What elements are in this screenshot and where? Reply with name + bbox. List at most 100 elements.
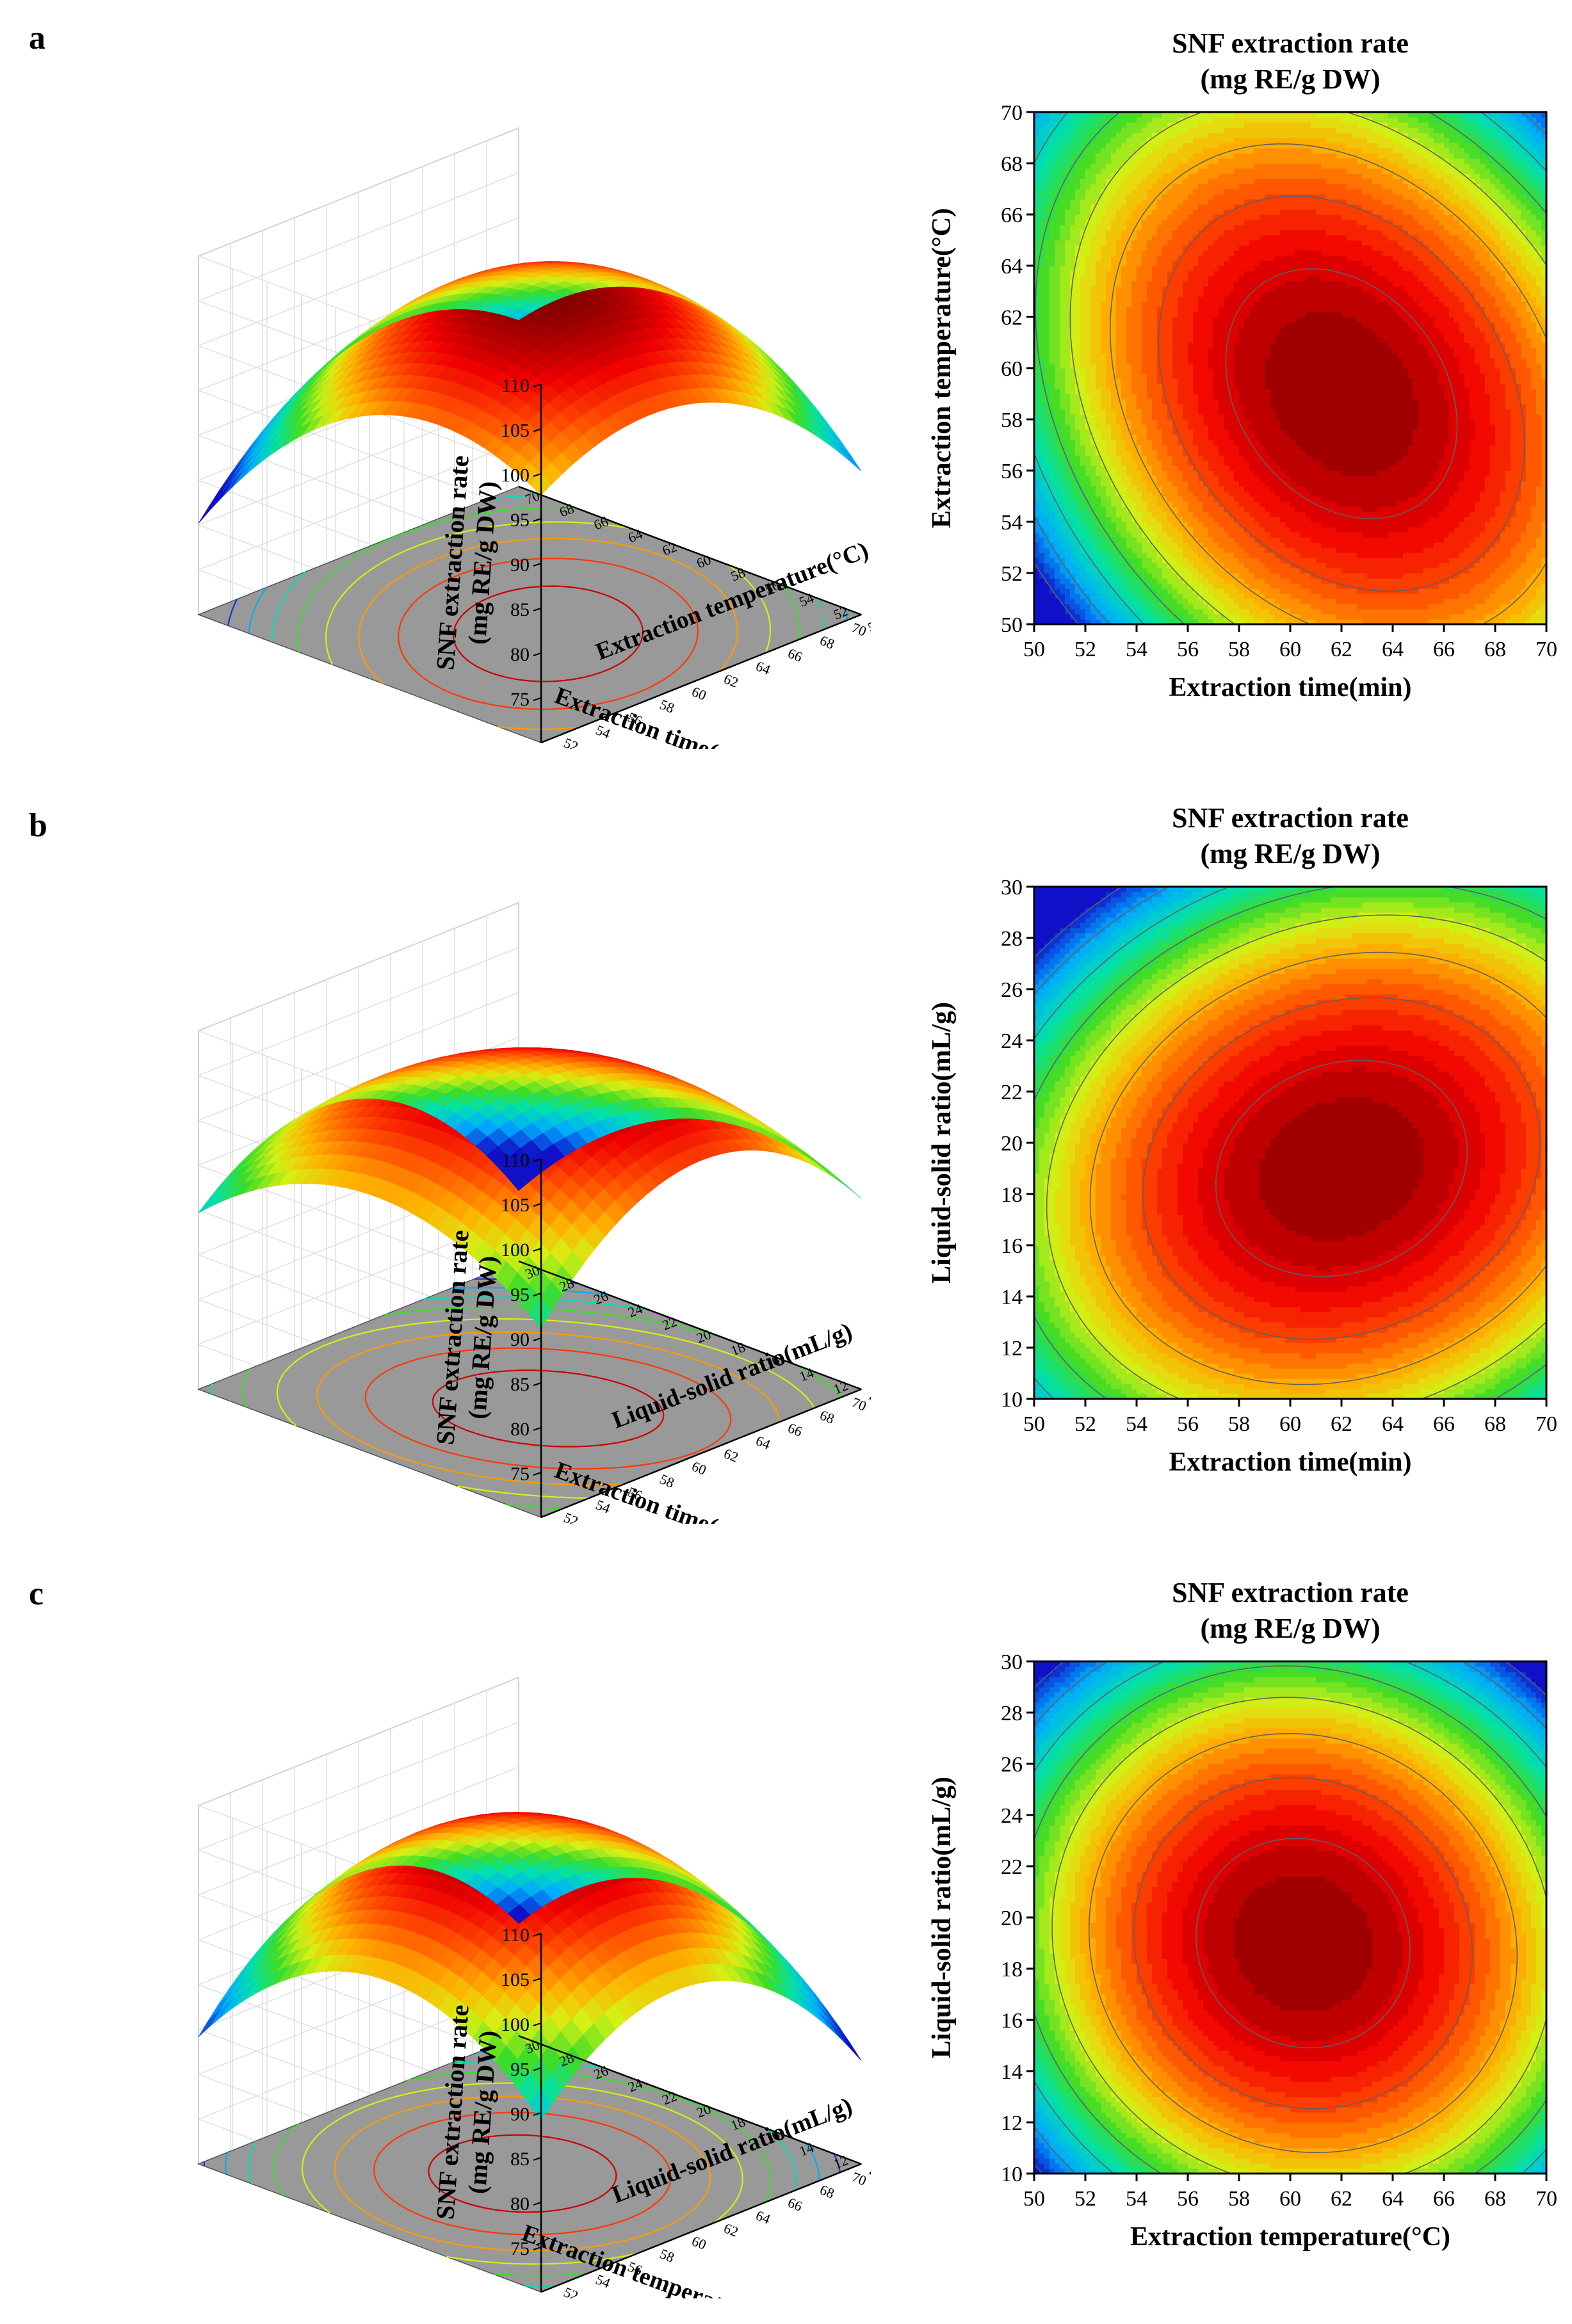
heatmap-cell bbox=[1229, 168, 1235, 174]
heatmap-cell bbox=[1234, 378, 1240, 384]
heatmap-cell bbox=[1167, 209, 1173, 215]
heatmap-cell bbox=[1126, 527, 1132, 533]
heatmap-cell bbox=[1229, 435, 1235, 440]
heatmap-cell bbox=[1183, 496, 1188, 502]
heatmap-cell bbox=[1085, 312, 1091, 318]
heatmap-cell bbox=[1070, 138, 1076, 143]
heatmap-cell bbox=[1198, 419, 1204, 425]
heatmap-cell bbox=[1162, 430, 1168, 435]
heatmap-cell bbox=[1049, 343, 1055, 348]
heatmap-cell bbox=[1162, 440, 1168, 446]
heatmap-cell bbox=[1065, 296, 1071, 302]
heatmap-cell bbox=[1049, 317, 1055, 323]
heatmap-cell bbox=[1101, 512, 1106, 517]
heatmap-cell bbox=[1219, 127, 1224, 133]
heatmap-cell bbox=[1229, 599, 1235, 604]
heatmap-cell bbox=[1137, 588, 1142, 594]
heatmap-cell bbox=[1203, 368, 1209, 374]
heatmap-cell bbox=[1198, 599, 1204, 604]
heatmap-cell bbox=[1137, 343, 1142, 348]
heatmap-cell bbox=[1183, 343, 1188, 348]
heatmap-cell bbox=[1142, 553, 1147, 558]
heatmap-cell bbox=[1075, 547, 1081, 553]
heatmap-cell bbox=[1203, 522, 1209, 528]
heatmap-cell bbox=[1080, 558, 1086, 563]
heatmap-cell bbox=[1219, 240, 1224, 246]
heatmap-cell bbox=[1049, 322, 1055, 328]
heatmap-cell bbox=[1111, 194, 1117, 200]
heatmap-cell bbox=[1101, 542, 1106, 548]
heatmap-cell bbox=[1039, 512, 1045, 517]
heatmap-cell bbox=[1111, 214, 1117, 220]
heatmap-cell bbox=[1213, 199, 1219, 205]
heatmap-cell bbox=[1229, 214, 1235, 220]
heatmap-cell bbox=[1096, 348, 1101, 353]
heatmap-cell bbox=[1229, 358, 1235, 364]
heatmap-cell bbox=[1219, 235, 1224, 241]
heatmap-cell bbox=[1080, 445, 1086, 451]
heatmap-cell bbox=[1142, 117, 1147, 123]
heatmap-cell bbox=[1188, 250, 1194, 256]
heatmap-cell bbox=[1101, 343, 1106, 348]
heatmap-cell bbox=[1080, 389, 1086, 394]
heatmap-cell bbox=[1183, 332, 1188, 338]
heatmap-cell bbox=[1049, 373, 1055, 379]
heatmap-cell bbox=[1157, 148, 1163, 154]
heatmap-cell bbox=[1213, 573, 1219, 579]
heatmap-cell bbox=[1198, 378, 1204, 384]
heatmap-cell bbox=[1131, 332, 1137, 338]
heatmap-cell bbox=[1090, 476, 1096, 481]
heatmap-cell bbox=[1126, 184, 1132, 190]
heatmap-cell bbox=[1213, 599, 1219, 604]
heatmap-cell bbox=[1167, 389, 1173, 394]
heatmap-cell bbox=[1234, 542, 1240, 548]
heatmap-cell bbox=[1188, 214, 1194, 220]
heatmap-cell bbox=[1126, 368, 1132, 374]
heatmap-cell bbox=[1142, 588, 1147, 594]
heatmap-cell bbox=[1142, 240, 1147, 246]
heatmap-cell bbox=[1147, 250, 1153, 256]
heatmap-cell bbox=[1106, 276, 1112, 282]
heatmap-cell bbox=[1106, 512, 1112, 517]
heatmap-cell bbox=[1131, 424, 1137, 430]
heatmap-cell bbox=[1178, 394, 1183, 399]
heatmap-cell bbox=[1203, 337, 1209, 343]
heatmap-cell bbox=[1065, 476, 1071, 481]
heatmap-cell bbox=[1172, 588, 1178, 594]
heatmap-cell bbox=[1152, 291, 1158, 297]
heatmap-cell bbox=[1106, 368, 1112, 374]
heatmap-cell bbox=[1234, 168, 1240, 174]
heatmap-cell bbox=[1178, 189, 1183, 195]
heatmap-cell bbox=[1126, 460, 1132, 466]
heatmap-cell bbox=[1126, 394, 1132, 399]
heatmap-cell bbox=[1147, 127, 1153, 133]
heatmap-cell bbox=[1070, 506, 1076, 512]
heatmap-cell bbox=[1090, 173, 1096, 179]
heatmap-cell bbox=[1234, 399, 1240, 405]
heatmap-cell bbox=[1111, 404, 1117, 410]
heatmap-cell bbox=[1167, 435, 1173, 440]
heatmap-cell bbox=[1126, 286, 1132, 292]
heatmap-cell bbox=[1229, 230, 1235, 236]
heatmap-cell bbox=[1152, 450, 1158, 456]
heatmap-cell bbox=[1096, 476, 1101, 481]
heatmap-cell bbox=[1178, 296, 1183, 302]
heatmap-cell bbox=[1126, 291, 1132, 297]
heatmap-cell bbox=[1167, 383, 1173, 389]
heatmap-cell bbox=[1060, 404, 1066, 410]
heatmap-cell bbox=[1096, 255, 1101, 261]
heatmap-cell bbox=[1055, 291, 1060, 297]
heatmap-cell bbox=[1167, 245, 1173, 251]
heatmap-cell bbox=[1106, 553, 1112, 558]
heatmap-cell bbox=[1172, 435, 1178, 440]
heatmap-cell bbox=[1183, 373, 1188, 379]
heatmap-cell bbox=[1152, 430, 1158, 435]
heatmap-cell bbox=[1065, 133, 1071, 138]
heatmap-cell bbox=[1178, 194, 1183, 200]
heatmap-cell bbox=[1234, 604, 1240, 609]
heatmap-cell bbox=[1065, 471, 1071, 476]
heatmap-cell bbox=[1060, 322, 1066, 328]
heatmap-cell bbox=[1157, 117, 1163, 123]
heatmap-cell bbox=[1229, 593, 1235, 599]
heatmap-cell bbox=[1126, 327, 1132, 333]
